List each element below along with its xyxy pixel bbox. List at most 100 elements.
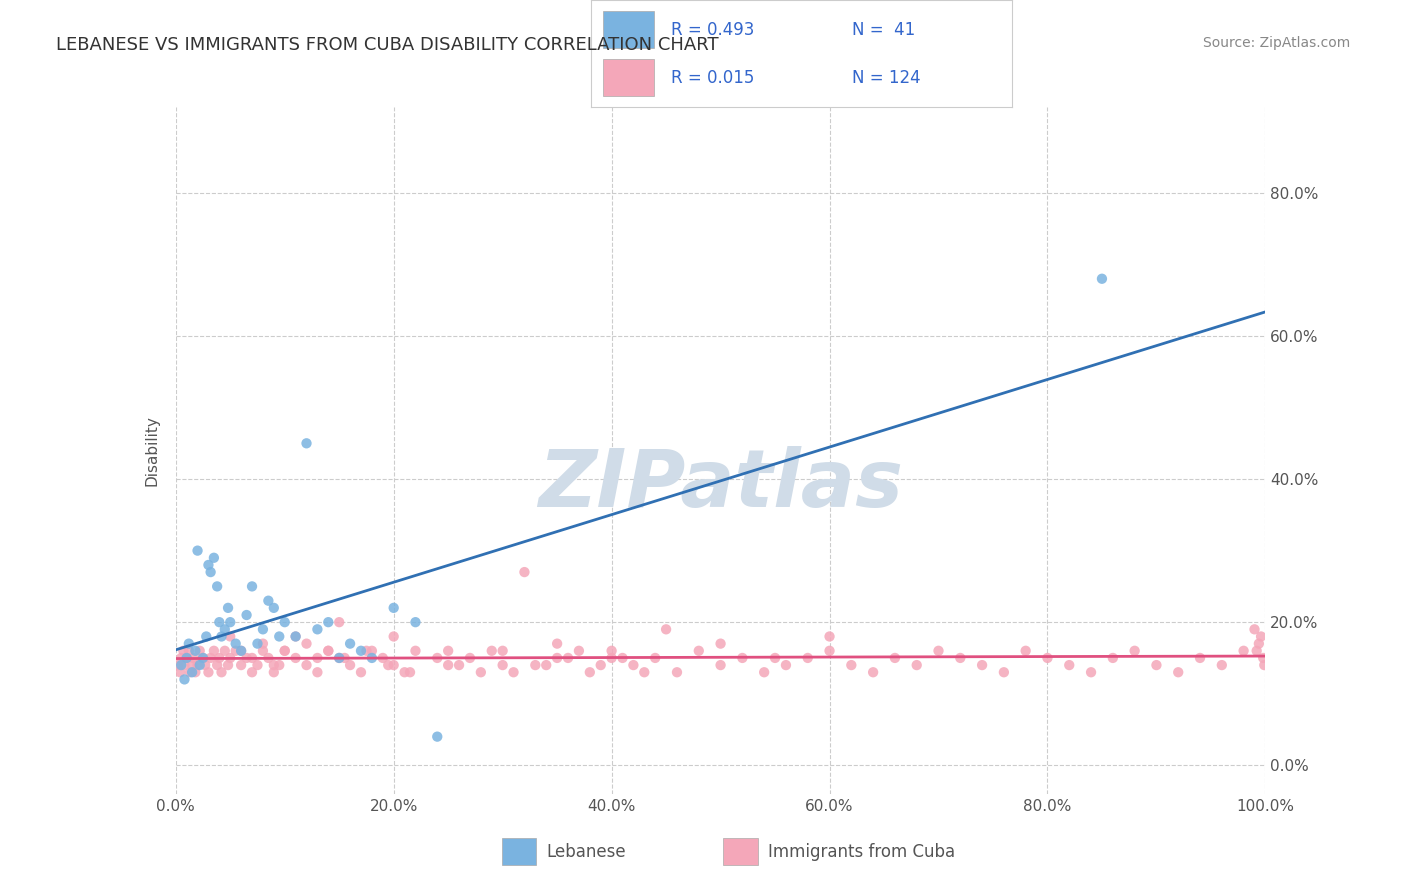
Point <box>568 644 591 658</box>
Point <box>252 623 274 637</box>
Point <box>377 658 399 673</box>
Point <box>1144 658 1167 673</box>
Point <box>181 658 204 673</box>
Point <box>710 658 733 673</box>
Point <box>186 543 209 558</box>
Point <box>225 644 247 658</box>
Point <box>184 644 207 658</box>
Point <box>240 579 263 593</box>
Point <box>188 658 211 673</box>
Point <box>655 623 678 637</box>
Point <box>1167 665 1189 680</box>
Point <box>195 630 218 644</box>
Point <box>167 658 190 673</box>
Text: Lebanese: Lebanese <box>546 843 626 861</box>
Point <box>600 644 623 658</box>
Point <box>1253 658 1275 673</box>
FancyBboxPatch shape <box>723 838 758 865</box>
Point <box>841 658 863 673</box>
Point <box>200 565 222 579</box>
Point <box>246 637 269 651</box>
Point <box>307 665 329 680</box>
Text: N = 124: N = 124 <box>852 70 921 87</box>
Point <box>208 615 231 630</box>
Point <box>928 644 950 658</box>
Point <box>208 651 231 665</box>
Point <box>214 623 236 637</box>
Point <box>905 658 928 673</box>
Point <box>172 644 194 658</box>
Point <box>217 600 239 615</box>
Point <box>179 665 201 680</box>
Point <box>1102 651 1125 665</box>
Point <box>274 644 297 658</box>
Point <box>194 658 217 673</box>
Point <box>274 615 297 630</box>
Point <box>231 658 253 673</box>
Point <box>240 665 263 680</box>
Point <box>492 644 515 658</box>
Point <box>1123 644 1146 658</box>
Point <box>356 644 378 658</box>
Point <box>557 651 579 665</box>
Point <box>350 665 373 680</box>
Point <box>169 665 191 680</box>
Point <box>437 644 460 658</box>
Point <box>188 644 211 658</box>
Point <box>394 665 416 680</box>
Point <box>492 658 515 673</box>
Point <box>235 651 257 665</box>
Y-axis label: Disability: Disability <box>145 415 160 486</box>
Point <box>546 651 568 665</box>
Point <box>481 644 503 658</box>
Point <box>382 658 405 673</box>
Point <box>633 665 655 680</box>
Point <box>731 651 754 665</box>
Point <box>360 651 382 665</box>
Point <box>177 637 200 651</box>
Point <box>176 651 198 665</box>
Point <box>382 600 405 615</box>
Point <box>318 644 340 658</box>
Point <box>263 665 285 680</box>
Point <box>1189 651 1212 665</box>
Point <box>1250 630 1272 644</box>
Point <box>307 651 329 665</box>
Point <box>970 658 993 673</box>
Point <box>818 644 841 658</box>
Point <box>269 630 291 644</box>
Point <box>382 630 405 644</box>
Point <box>333 651 356 665</box>
Point <box>219 615 242 630</box>
Text: R = 0.493: R = 0.493 <box>671 21 754 39</box>
Point <box>176 651 198 665</box>
Point <box>197 558 219 572</box>
Point <box>231 644 253 658</box>
Point <box>202 550 225 565</box>
Point <box>219 651 242 665</box>
Point <box>263 600 285 615</box>
Point <box>211 665 233 680</box>
Point <box>284 630 307 644</box>
Point <box>360 644 382 658</box>
Point <box>621 658 644 673</box>
Point <box>269 658 291 673</box>
Point <box>1232 644 1256 658</box>
Point <box>177 644 200 658</box>
Text: Immigrants from Cuba: Immigrants from Cuba <box>768 843 955 861</box>
Point <box>949 651 972 665</box>
Point <box>328 615 350 630</box>
Point <box>235 607 257 622</box>
Point <box>710 637 733 651</box>
Point <box>202 644 225 658</box>
Point <box>993 665 1015 680</box>
Point <box>589 658 612 673</box>
Point <box>405 644 427 658</box>
Point <box>405 615 427 630</box>
Point <box>339 637 361 651</box>
Point <box>170 651 193 665</box>
Point <box>217 658 239 673</box>
Text: R = 0.015: R = 0.015 <box>671 70 754 87</box>
Point <box>219 630 242 644</box>
Point <box>524 658 547 673</box>
